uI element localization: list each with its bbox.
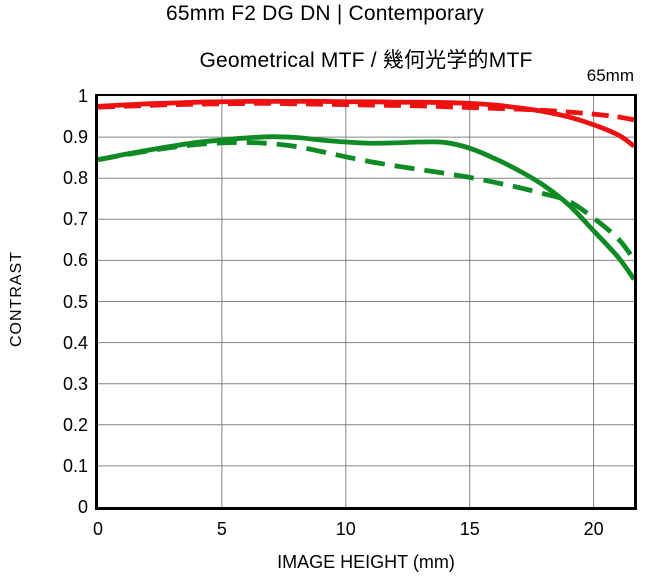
y-tick-label: 0.9 xyxy=(62,127,88,148)
y-tick-label: 0.7 xyxy=(62,209,88,230)
focal-length-label: 65mm xyxy=(586,66,634,85)
y-tick-label: 0.3 xyxy=(62,373,88,394)
y-tick-label: 0.8 xyxy=(62,168,88,189)
y-tick-label: 0.6 xyxy=(62,250,88,271)
x-tick-label: 5 xyxy=(216,519,227,539)
y-tick-label: 1 xyxy=(77,86,88,106)
series-green-dashed xyxy=(98,140,634,262)
x-tick-label: 0 xyxy=(92,519,103,539)
series-red-dashed xyxy=(98,100,634,123)
page-title: 65mm F2 DG DN | Contemporary xyxy=(166,2,484,25)
x-tick-label: 10 xyxy=(335,519,356,539)
y-tick-label: 0.5 xyxy=(62,291,88,312)
mtf-chart-canvas xyxy=(98,96,634,507)
series-red-solid xyxy=(98,98,634,149)
y-tick-label: 0 xyxy=(77,497,88,517)
x-axis-title: IMAGE HEIGHT (mm) xyxy=(277,552,455,572)
plot-area xyxy=(95,94,637,510)
x-tick-label: 15 xyxy=(459,519,480,539)
y-tick-label: 0.4 xyxy=(62,332,88,353)
y-axis-title: CONTRAST xyxy=(8,251,25,348)
chart-subtitle: Geometrical MTF / 幾何光学的MTF xyxy=(199,49,533,72)
x-tick-label: 20 xyxy=(583,519,604,539)
series-green-solid xyxy=(98,134,634,281)
y-tick-label: 0.2 xyxy=(62,414,88,435)
y-tick-label: 0.1 xyxy=(62,455,88,476)
